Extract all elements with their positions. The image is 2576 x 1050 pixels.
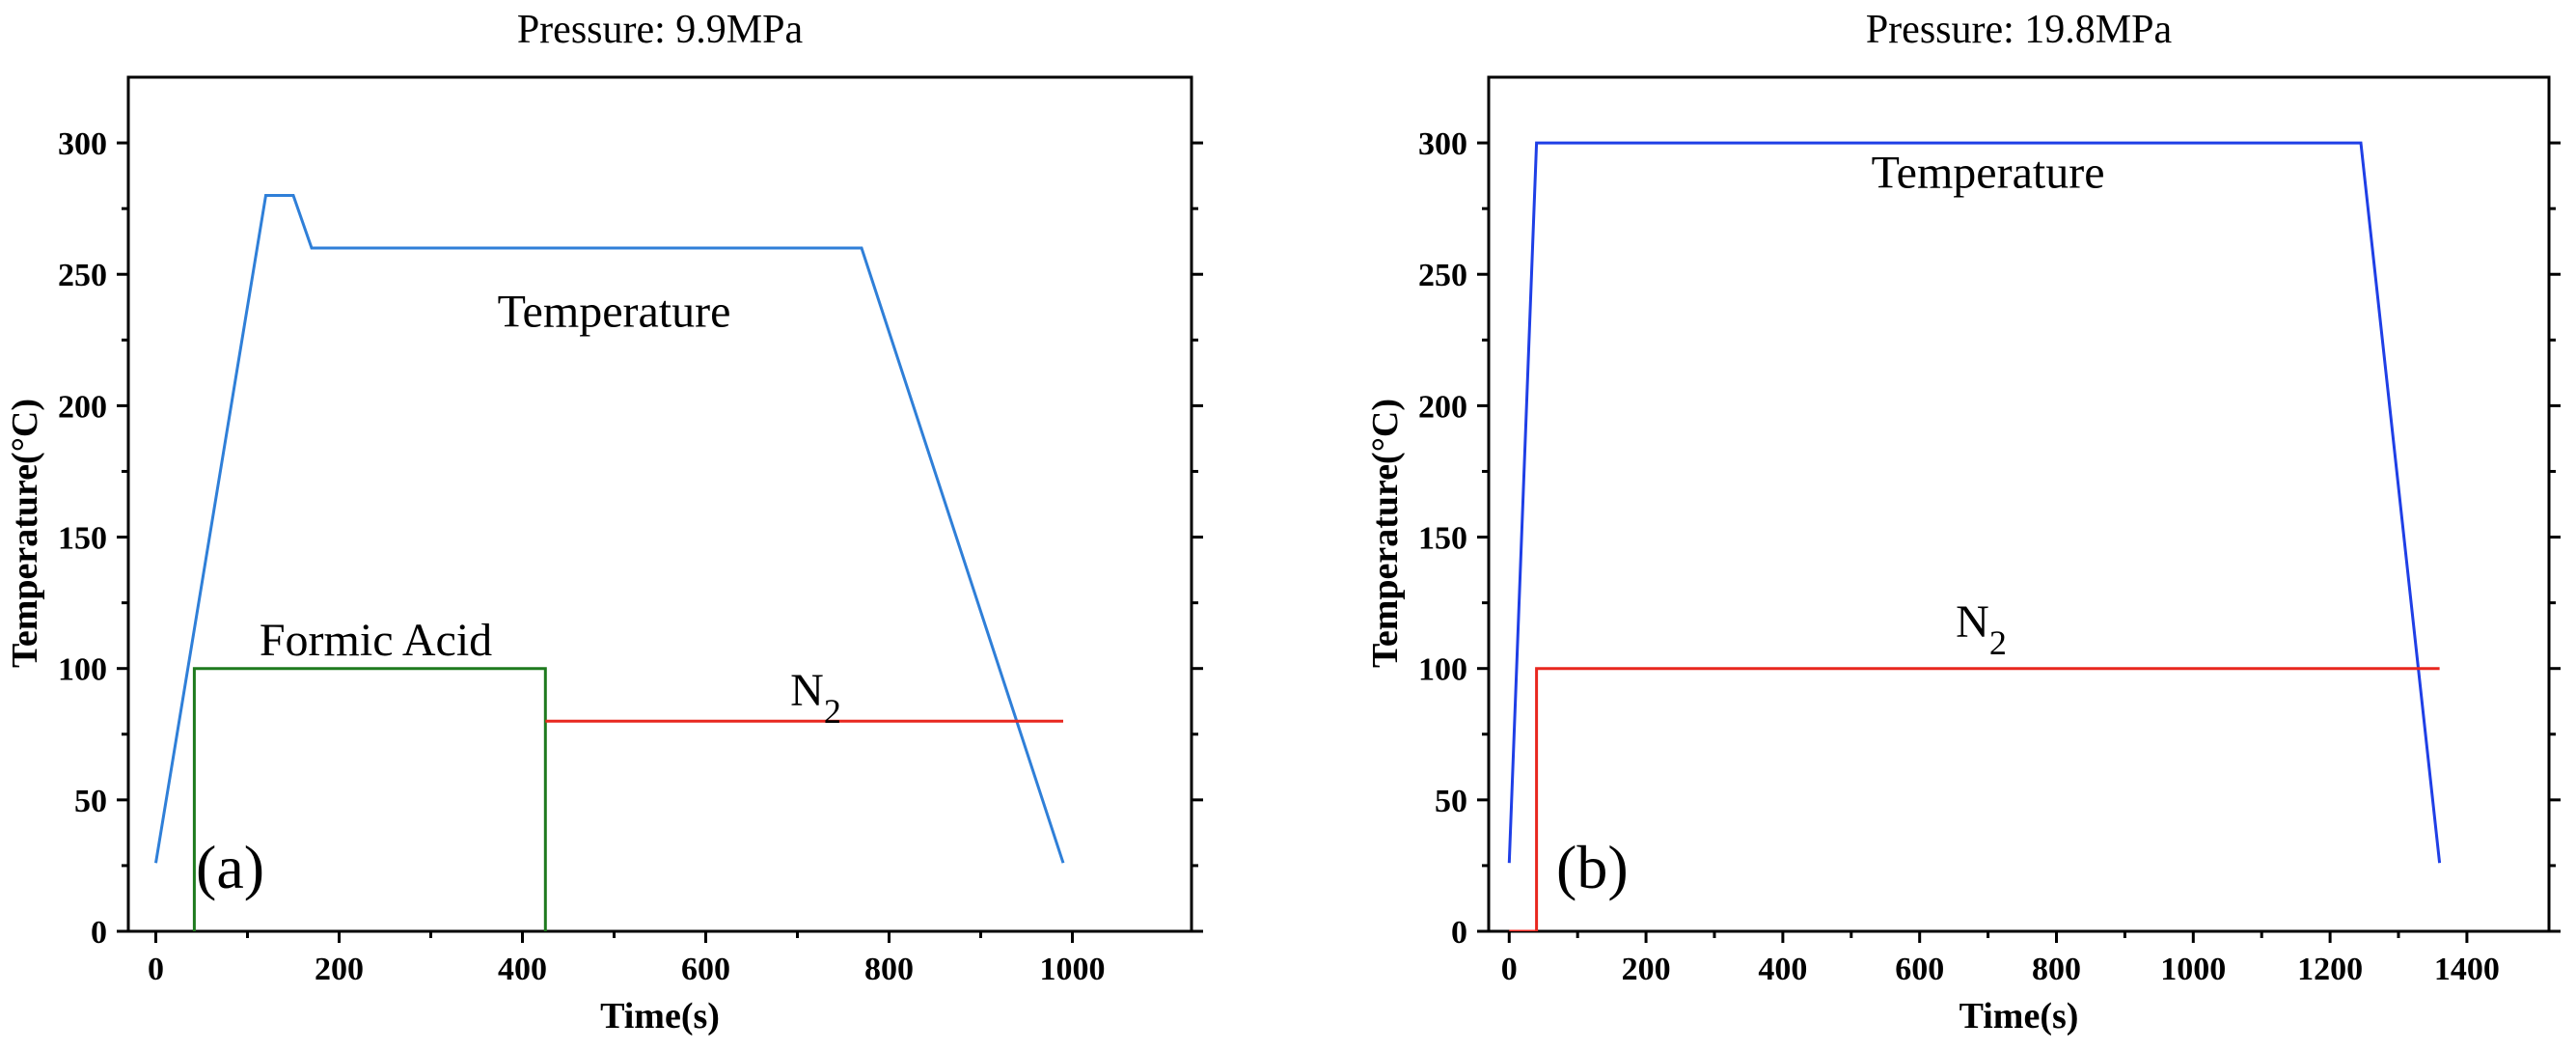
x-tick-label: 0	[1501, 952, 1518, 987]
x-tick-label: 200	[1622, 952, 1671, 987]
x-tick-label: 800	[2032, 952, 2081, 987]
plot-frame	[1487, 75, 2551, 933]
y-tick-label: 250	[58, 258, 107, 293]
x-tick-label: 1200	[2297, 952, 2363, 987]
y-tick-label: 100	[58, 652, 107, 688]
annotation: N2	[1956, 596, 2007, 662]
chart-title: Pressure: 9.9MPa	[517, 8, 804, 52]
annotation: Formic Acid	[260, 615, 492, 666]
y-tick-label: 50	[1435, 784, 1467, 819]
x-axis-label: Time(s)	[1959, 996, 2079, 1036]
x-tick-label: 600	[1895, 952, 1944, 987]
panel-label: (b)	[1556, 833, 1629, 901]
annotation-subscript: 2	[824, 692, 841, 731]
x-axis-label: Time(s)	[600, 996, 720, 1036]
annotation-text: Temperature	[498, 287, 731, 338]
x-tick-label: 600	[681, 952, 730, 987]
x-tick-label: 1000	[2160, 952, 2226, 987]
series-line-temperature	[1507, 141, 2442, 864]
x-tick-label: 0	[148, 952, 164, 987]
y-tick-label: 150	[58, 521, 107, 557]
x-tick-label: 200	[315, 952, 364, 987]
annotation-text: Formic Acid	[260, 615, 492, 666]
series-line-formic-acid	[192, 667, 547, 931]
y-tick-label: 200	[58, 389, 107, 425]
y-tick-label: 0	[1451, 915, 1467, 951]
annotation: Temperature	[1872, 147, 2105, 198]
annotation: Temperature	[498, 287, 731, 338]
y-tick-label: 150	[1418, 521, 1467, 557]
series-line-temperature	[154, 194, 1065, 864]
y-tick-label: 100	[1418, 652, 1467, 688]
x-tick-label: 1000	[1040, 952, 1106, 987]
x-tick-label: 800	[864, 952, 914, 987]
y-axis-label: Temperature(°C)	[5, 399, 45, 668]
annotation-subscript: 2	[1989, 623, 2007, 662]
x-tick-label: 1400	[2434, 952, 2500, 987]
y-axis-label: Temperature(°C)	[1365, 399, 1406, 668]
chart-title: Pressure: 19.8MPa	[1866, 8, 2173, 52]
y-tick-label: 50	[74, 784, 107, 819]
x-tick-label: 400	[498, 952, 547, 987]
annotation-text: N	[1956, 596, 1989, 648]
y-tick-label: 200	[1418, 389, 1467, 425]
y-tick-label: 300	[1418, 126, 1467, 162]
series-line-n2	[1509, 667, 2440, 931]
y-tick-label: 250	[1418, 258, 1467, 293]
annotation-text: N	[790, 665, 824, 716]
annotation-text: Temperature	[1872, 147, 2105, 198]
panel-label: (a)	[196, 833, 264, 901]
y-tick-label: 0	[91, 915, 107, 951]
annotation: N2	[790, 665, 841, 731]
y-tick-label: 300	[58, 126, 107, 162]
chart-a: Pressure: 9.9MPa 0 200 400 600 800 1000 0 50 100 1…	[5, 8, 1203, 1036]
x-tick-label: 400	[1758, 952, 1807, 987]
plot-frame	[126, 75, 1193, 933]
